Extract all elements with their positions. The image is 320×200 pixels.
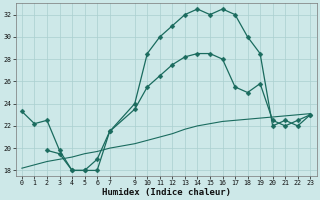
X-axis label: Humidex (Indice chaleur): Humidex (Indice chaleur) [101,188,231,197]
